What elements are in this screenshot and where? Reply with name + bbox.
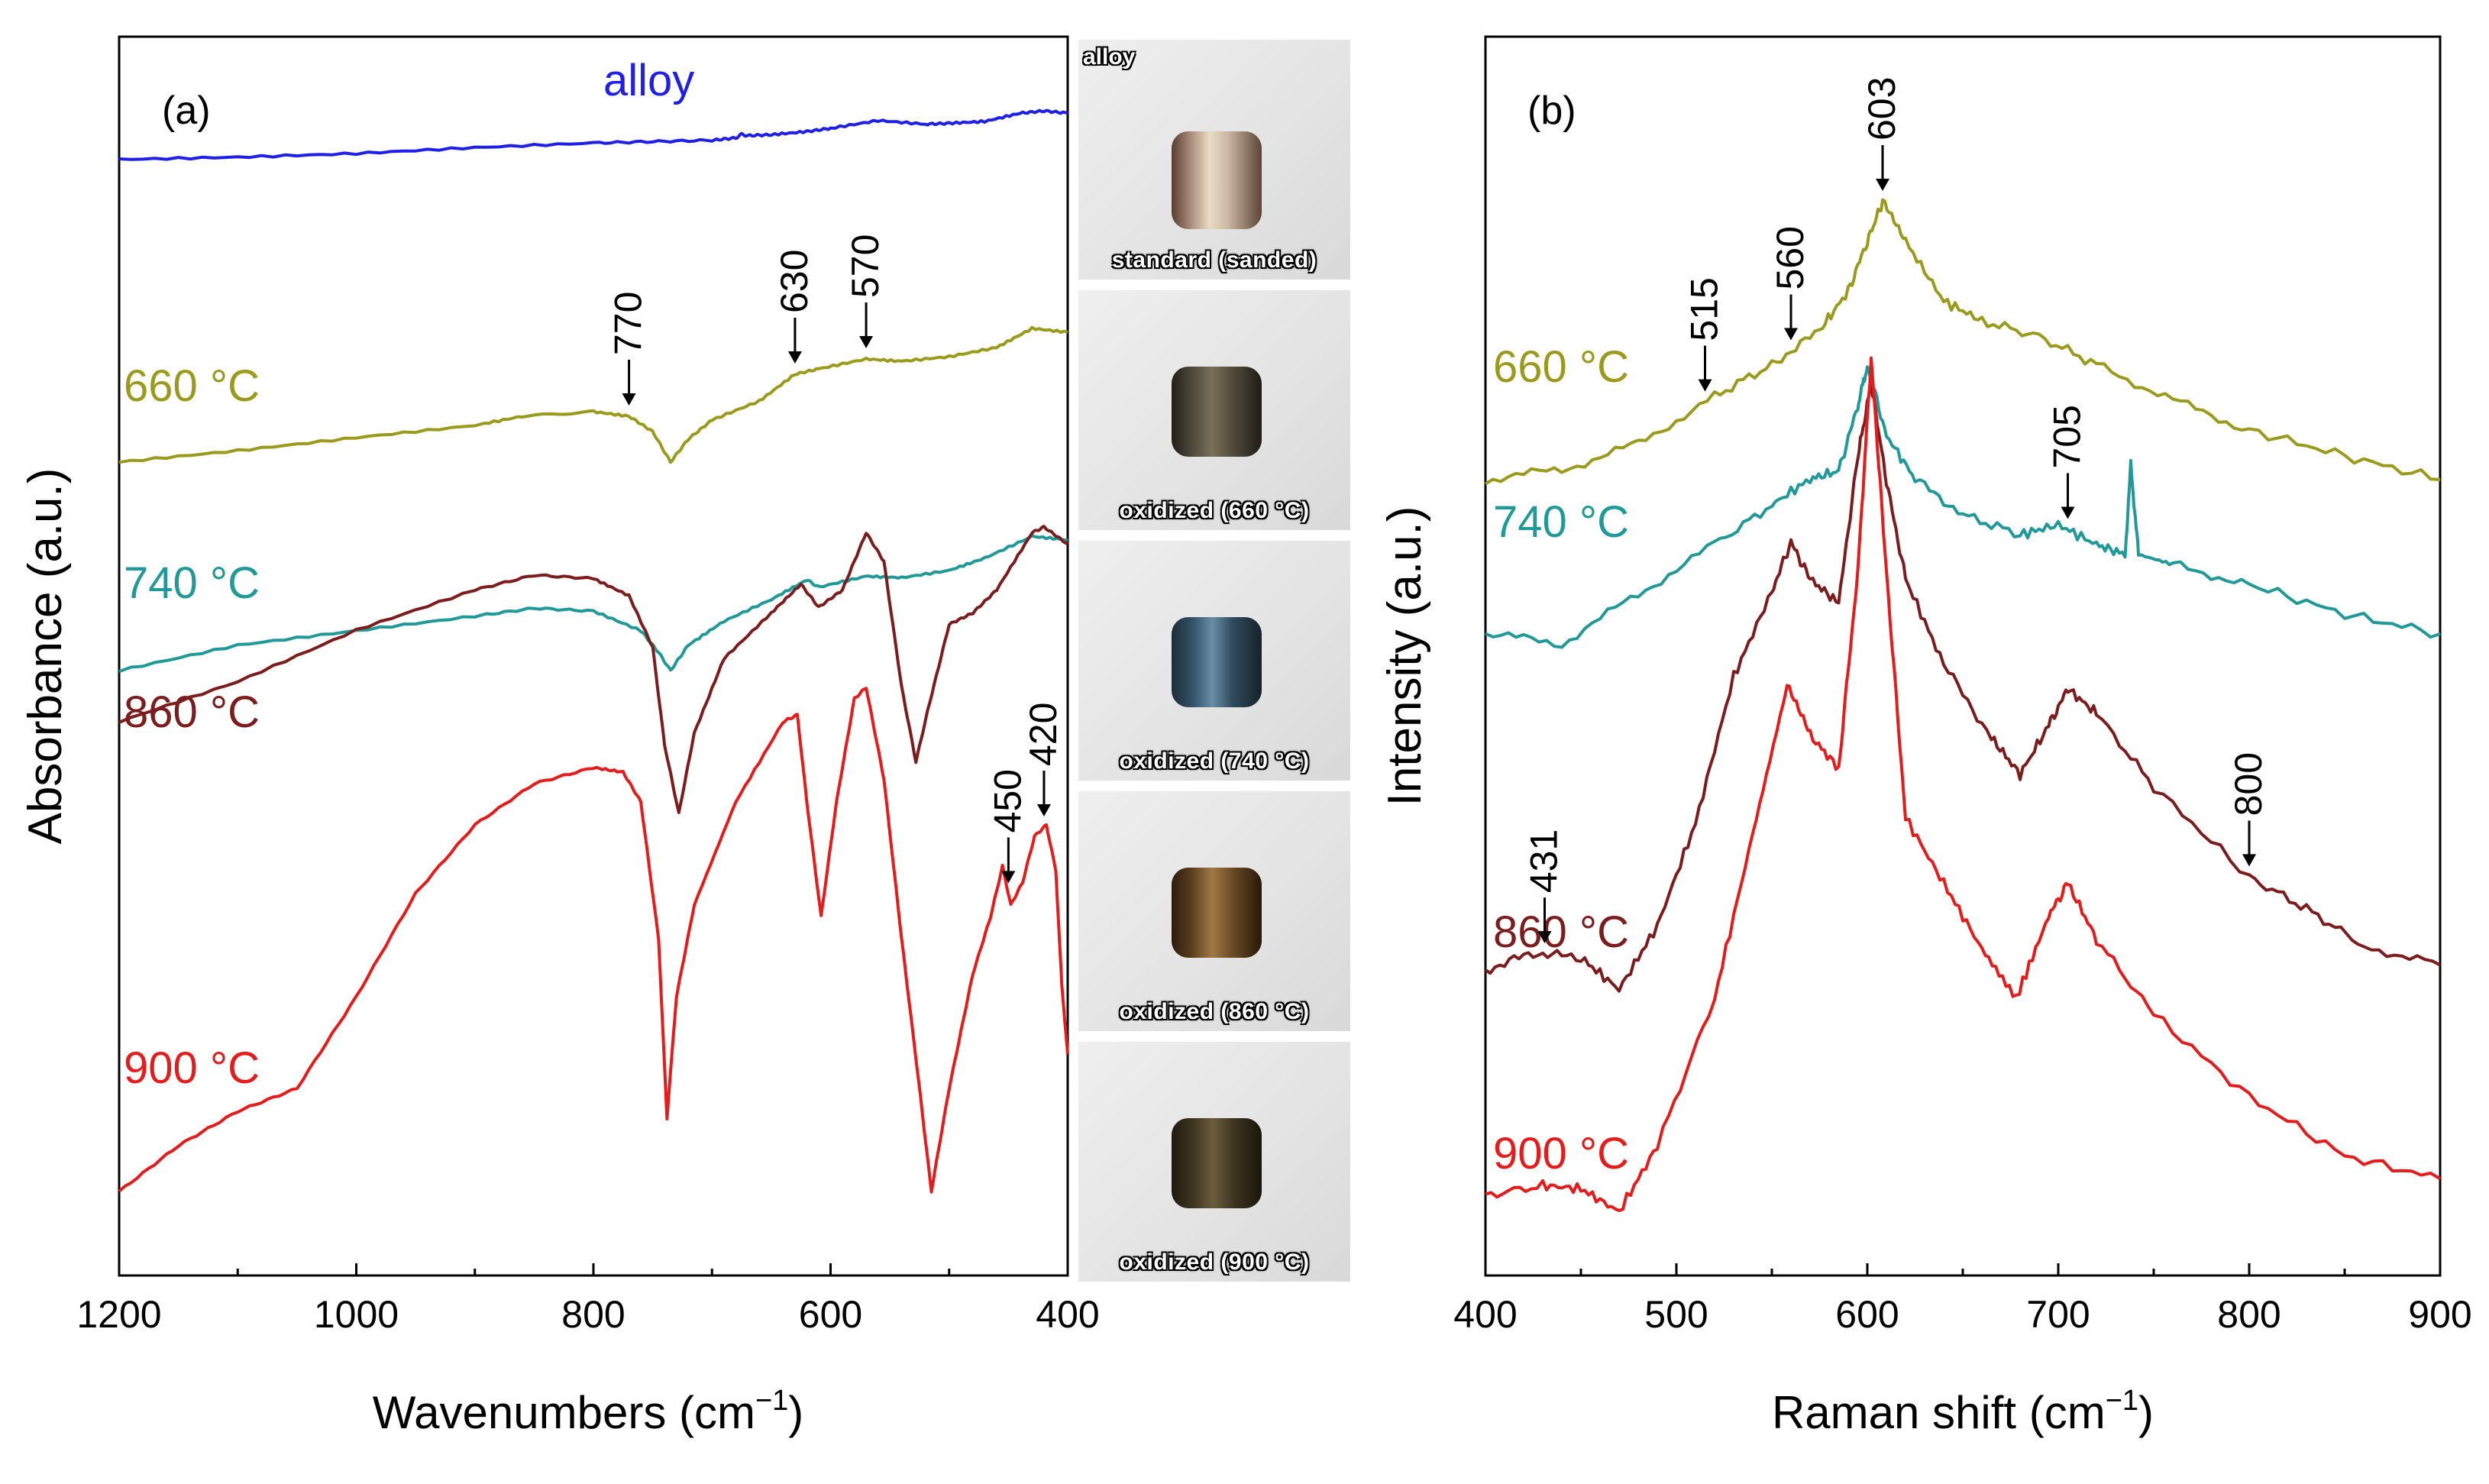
- x-tick-label: 500: [1644, 1293, 1708, 1336]
- x-tick-label: 400: [1453, 1293, 1517, 1336]
- photo-label-860: oxidized (860 °C): [1119, 999, 1310, 1024]
- series-line-660c: [1484, 198, 2441, 486]
- series-line-alloy: [118, 108, 1068, 161]
- annotation-arrowhead: [2242, 854, 2256, 867]
- photo-label-660: oxidized (660 °C): [1119, 498, 1310, 523]
- series-label: 740 °C: [124, 558, 260, 608]
- series-label: alloy: [603, 56, 694, 105]
- series-label: 660 °C: [1493, 342, 1629, 392]
- panel-label-2: (b): [1527, 89, 1576, 133]
- x-tick-label: 1200: [76, 1293, 161, 1336]
- annotation-label: 450: [986, 769, 1029, 833]
- sample-image-660: [1172, 367, 1262, 457]
- annotation-label: 800: [2227, 752, 2270, 816]
- photo-top-label: alloy: [1083, 44, 1136, 70]
- series-label: 740 °C: [1493, 497, 1629, 547]
- annotation-arrowhead: [1001, 871, 1016, 884]
- annotation-arrowhead: [1876, 179, 1889, 191]
- sample-image-900: [1172, 1118, 1262, 1208]
- annotation-arrowhead: [2061, 506, 2075, 519]
- annotation-label: 420: [1022, 703, 1065, 766]
- photo-860: oxidized (860 °C): [1078, 791, 1350, 1031]
- photo-label-standard: standard (sanded): [1111, 247, 1317, 273]
- series-line-860c: [1484, 386, 2441, 993]
- x-axis-label-1: Wavenumbers (cm−1): [373, 1385, 804, 1438]
- x-tick-label: 600: [1835, 1293, 1899, 1336]
- sample-image-standard: [1172, 131, 1262, 229]
- photo-label-900: oxidized (900 °C): [1119, 1250, 1310, 1275]
- x-tick-label: 800: [561, 1293, 625, 1336]
- x-tick-label: 900: [2408, 1293, 2471, 1336]
- annotation-label: 705: [2046, 405, 2089, 468]
- x-tick-label: 400: [1036, 1293, 1099, 1336]
- annotation-label: 630: [773, 250, 816, 313]
- plot-frame-1: [118, 35, 1069, 1277]
- y-axis-label-2: Intensity (a.u.): [1379, 506, 1431, 807]
- sample-image-860: [1172, 868, 1262, 958]
- annotation-label: 770: [607, 292, 650, 355]
- photo-panel: alloy standard (sanded) oxidized (660 °C…: [1078, 40, 1350, 1282]
- photo-660: oxidized (660 °C): [1078, 290, 1350, 530]
- series-label: 900 °C: [124, 1043, 260, 1093]
- x-axis-label-2: Raman shift (cm−1): [1772, 1385, 2154, 1438]
- annotation-arrowhead: [1036, 804, 1051, 816]
- annotation-arrowhead: [622, 393, 636, 406]
- series-line-740c: [118, 534, 1068, 674]
- annotation-label: 515: [1683, 277, 1726, 341]
- series-label: 860 °C: [124, 687, 260, 737]
- photo-900: oxidized (900 °C): [1078, 1042, 1350, 1282]
- annotation-label: 570: [844, 234, 887, 298]
- panel-label-1: (a): [162, 89, 211, 133]
- photo-740: oxidized (740 °C): [1078, 541, 1350, 781]
- x-tick-label: 1000: [314, 1293, 399, 1336]
- annotation-arrowhead: [859, 336, 874, 348]
- annotation-arrowhead: [787, 351, 802, 364]
- y-axis-label-1: Absorbance (a.u.): [19, 468, 72, 845]
- annotation-arrowhead: [1537, 931, 1552, 944]
- x-tick-label: 600: [799, 1293, 862, 1336]
- series-line-860c: [118, 525, 1069, 814]
- series-line-900c: [1485, 356, 2442, 1212]
- annotation-arrowhead: [1698, 379, 1712, 392]
- annotation-label: 431: [1523, 829, 1566, 893]
- x-tick-label: 700: [2026, 1293, 2090, 1336]
- annotation-label: 560: [1769, 226, 1812, 289]
- sample-image-740: [1172, 617, 1262, 707]
- series-line-660c: [118, 325, 1068, 464]
- series-label: 860 °C: [1493, 907, 1629, 957]
- series-label: 900 °C: [1493, 1129, 1629, 1178]
- photo-label-740: oxidized (740 °C): [1119, 748, 1310, 774]
- photo-standard: alloy standard (sanded): [1078, 40, 1350, 280]
- plot-frame-2: [1484, 35, 2442, 1277]
- annotation-label: 603: [1860, 77, 1903, 141]
- series-line-740c: [1485, 365, 2441, 649]
- series-line-900c: [118, 687, 1069, 1194]
- series-label: 660 °C: [124, 361, 260, 411]
- x-tick-label: 800: [2217, 1293, 2281, 1336]
- annotation-arrowhead: [1784, 328, 1798, 341]
